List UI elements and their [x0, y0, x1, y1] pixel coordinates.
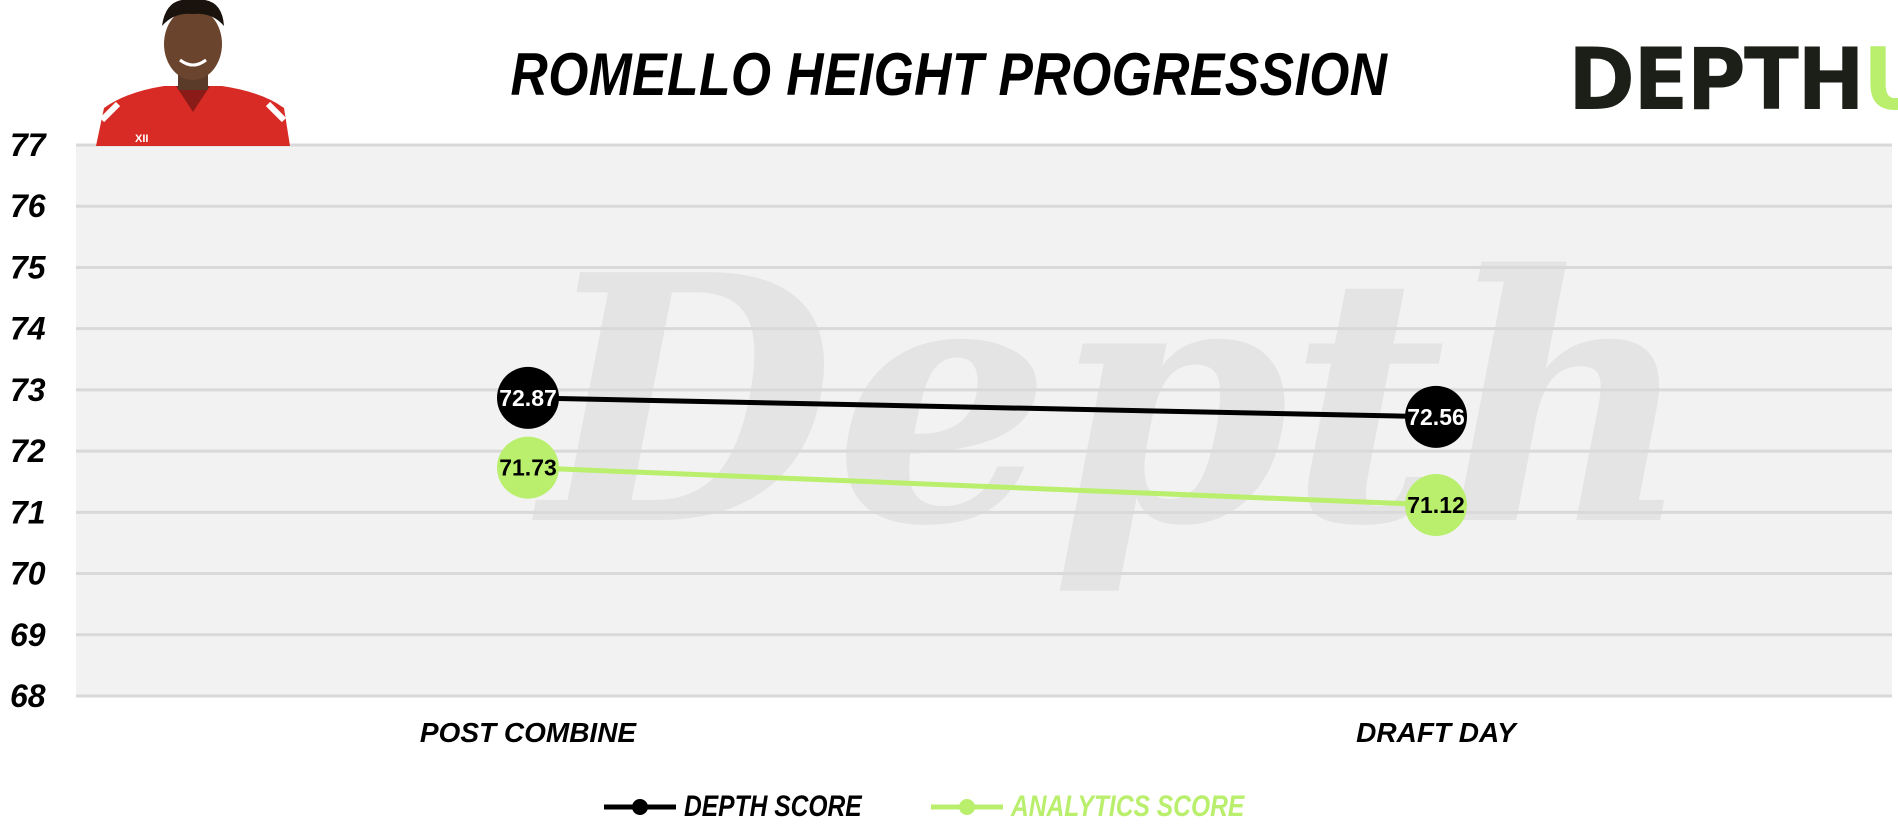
legend-marker-depth	[604, 799, 677, 815]
data-label-depth: 72.87	[499, 385, 557, 411]
data-point-depth	[1405, 385, 1467, 448]
data-point-analytics	[1405, 473, 1467, 536]
data-point-analytics	[497, 436, 559, 499]
gridlines	[76, 143, 1892, 698]
x-axis: POST COMBINE DRAFT DAY	[420, 717, 1518, 748]
y-tick-label: 74	[10, 311, 46, 347]
y-tick-label: 68	[10, 678, 46, 714]
legend: DEPTH SCORE ANALYTICS SCORE	[0, 790, 1898, 824]
player-photo: XII	[96, 0, 290, 146]
legend-label-depth: DEPTH SCORE	[684, 790, 863, 823]
brand-logo: DEPTHU	[1568, 37, 1898, 123]
x-tick-label: POST COMBINE	[420, 717, 638, 748]
legend-item-analytics: ANALYTICS SCORE	[929, 790, 1295, 824]
y-tick-label: 71	[10, 494, 46, 530]
y-tick-label: 76	[10, 188, 46, 224]
legend-marker-analytics	[931, 799, 1004, 815]
legend-item-depth: DEPTH SCORE	[602, 790, 901, 824]
svg-text:XII: XII	[135, 133, 148, 145]
data-point-depth	[497, 366, 559, 429]
series-line-depth	[527, 395, 1437, 420]
logo-main-text: DEPTH	[1568, 30, 1865, 130]
data-label-depth: 72.56	[1407, 404, 1465, 430]
data-label-analytics: 71.73	[499, 455, 557, 481]
legend-label-analytics: ANALYTICS SCORE	[1011, 790, 1245, 823]
y-tick-label: 72	[10, 433, 46, 469]
chart-title: ROMELLO HEIGHT PROGRESSION	[510, 41, 1388, 108]
series-line-analytics	[527, 465, 1437, 508]
plot-area	[76, 145, 1892, 696]
x-tick-label: DRAFT DAY	[1356, 717, 1518, 748]
y-tick-label: 69	[10, 617, 46, 653]
y-tick-label: 73	[10, 372, 46, 408]
y-tick-label: 77	[10, 127, 48, 163]
data-label-analytics: 71.12	[1407, 492, 1465, 518]
y-tick-label: 70	[10, 556, 46, 592]
y-axis: 68 69 70 71 72 73 74 75 76 77	[10, 127, 48, 714]
series: 72.87 72.56 71.73 71.12	[497, 366, 1467, 536]
logo-accent-text: U	[1863, 30, 1898, 130]
y-tick-label: 75	[10, 249, 47, 285]
